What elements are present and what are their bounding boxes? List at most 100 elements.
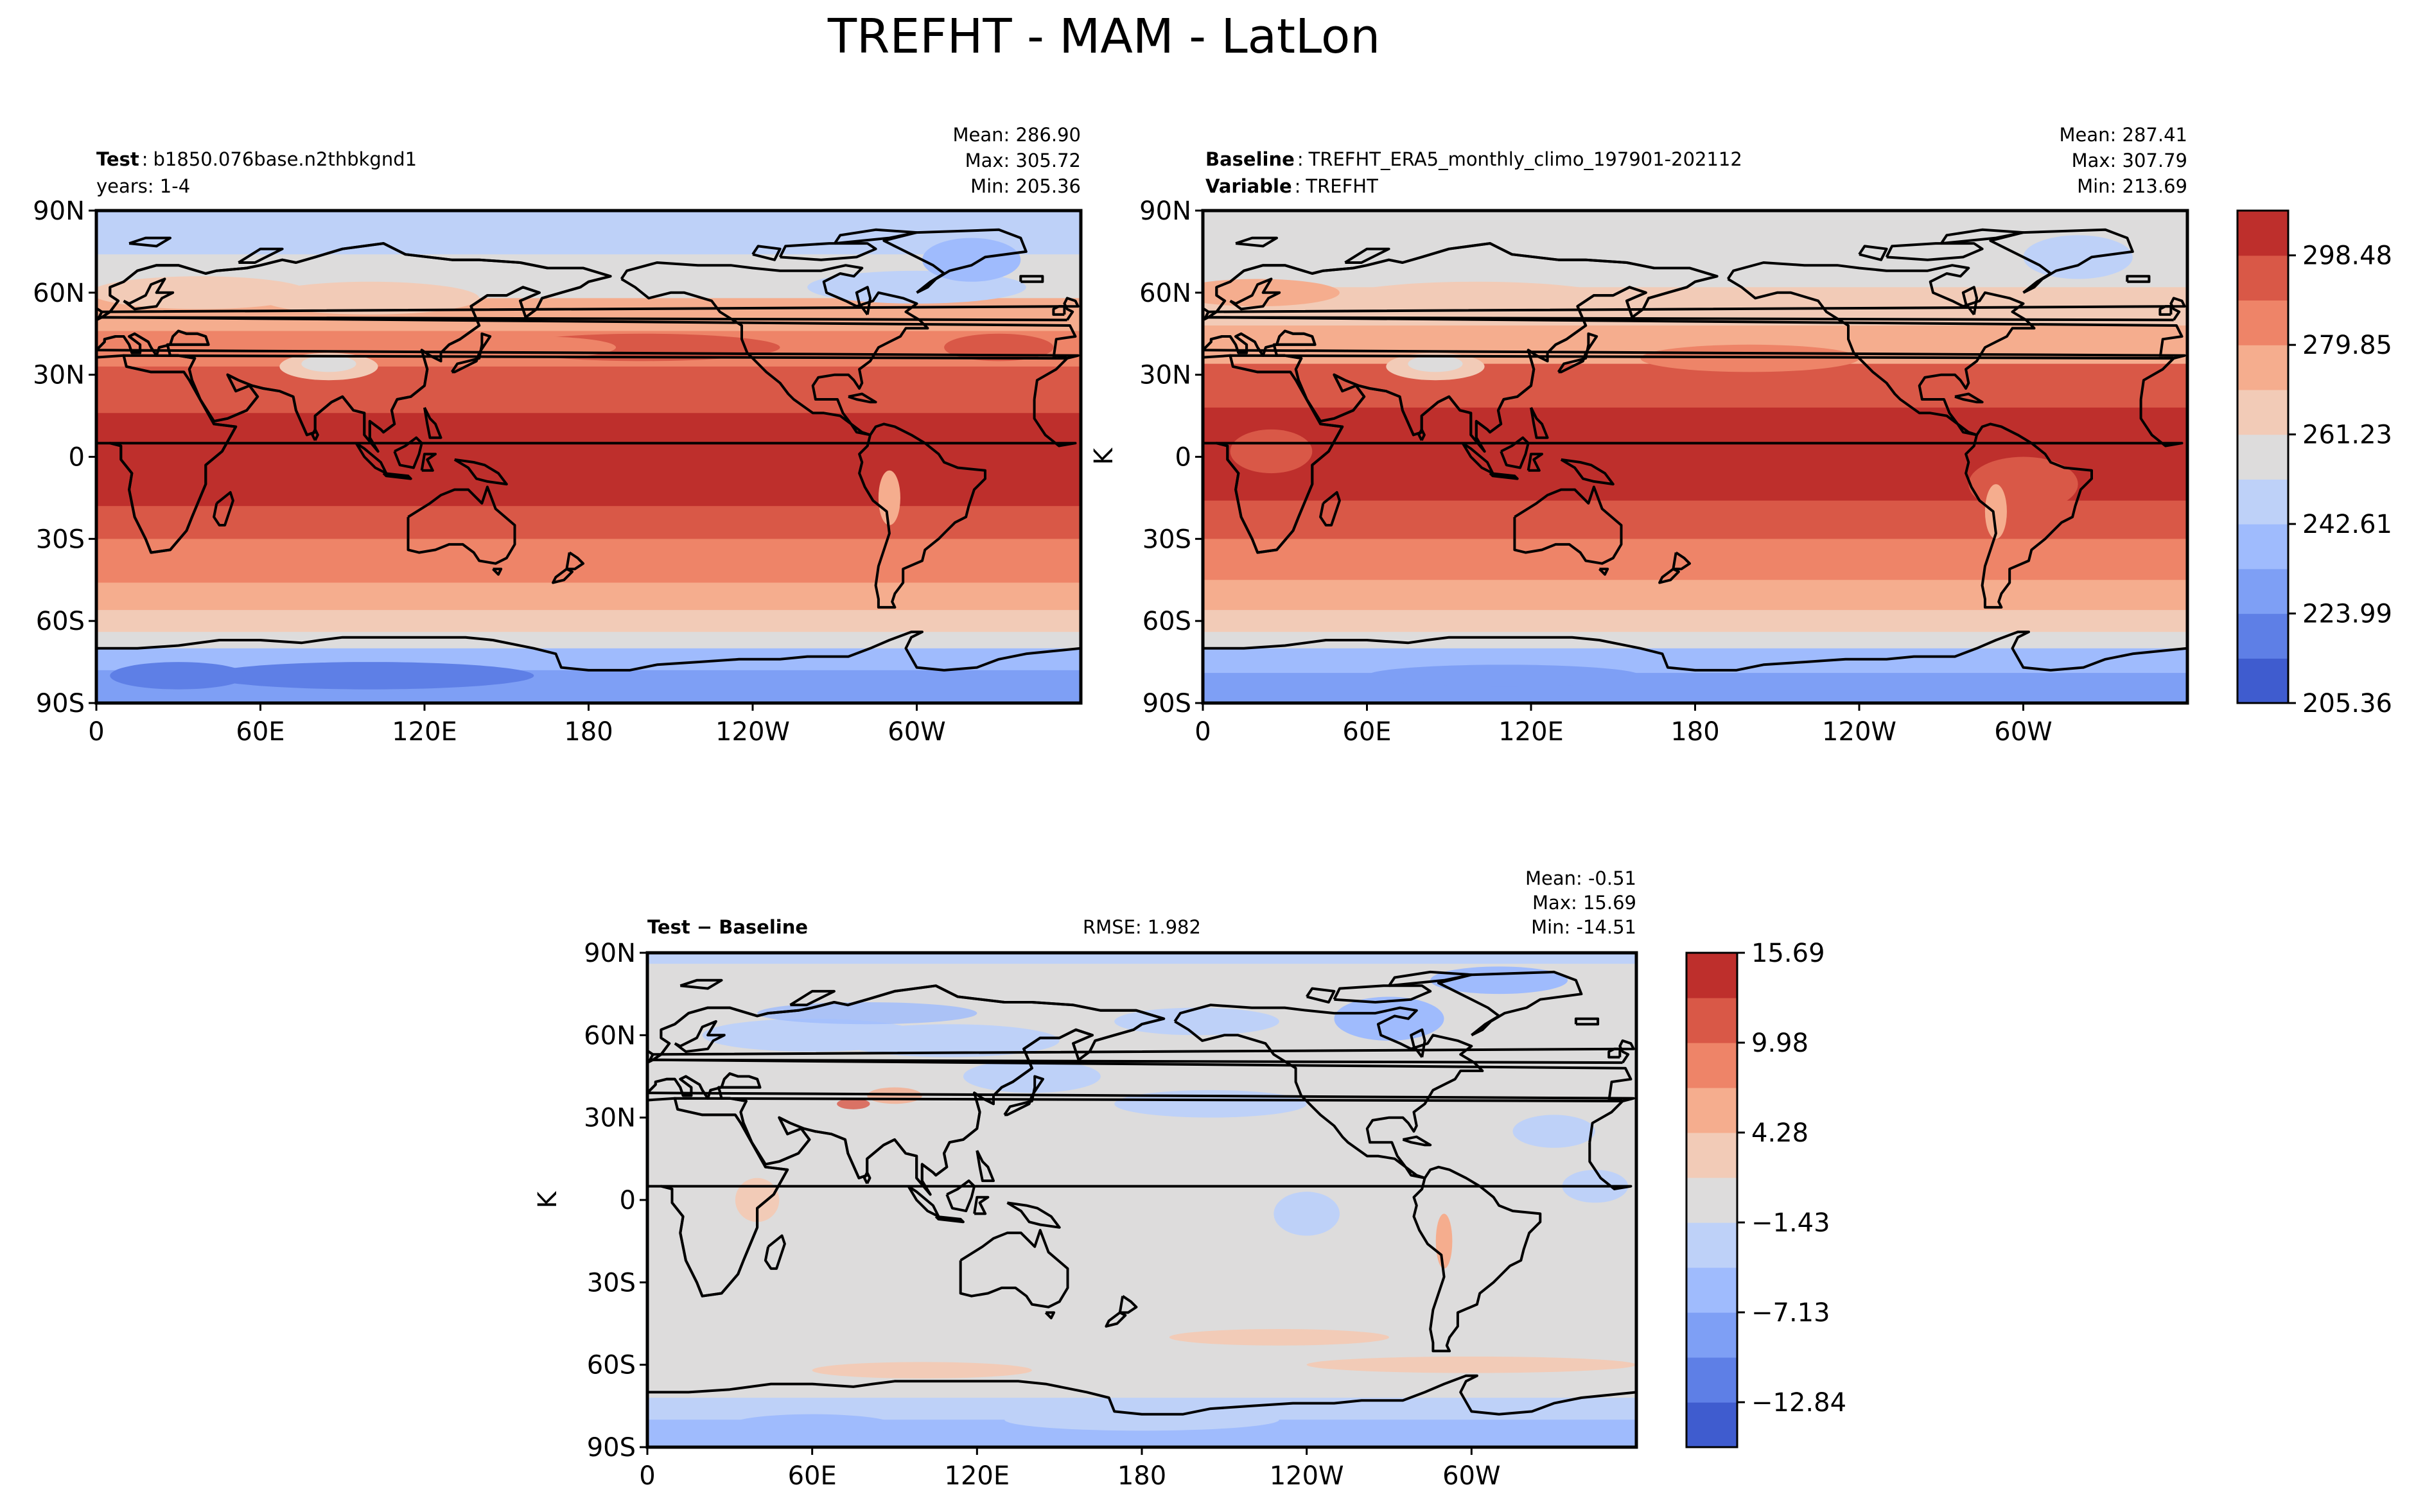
lon-tick-label: 0 [88, 717, 104, 747]
lon-tick-label: 120E [945, 1461, 1010, 1491]
colorbar-segment [2237, 345, 2288, 390]
coastline [123, 277, 175, 311]
field-patch [1114, 1007, 1279, 1036]
coastline [213, 491, 234, 526]
colorbar-frame [2236, 209, 2289, 704]
field-patch [812, 1362, 1032, 1379]
lat-tick-label: 60N [1139, 279, 1191, 308]
colorbar-segment [2237, 211, 2288, 256]
coastline [973, 1195, 990, 1215]
coastline [1965, 422, 2093, 609]
diff-header: Test − Baseline RMSE: 1.982 Mean: -0.51 … [647, 867, 1636, 938]
lon-tick-label: 120E [392, 717, 457, 747]
coastline [620, 261, 929, 437]
coastline [420, 453, 437, 472]
colorbar-segment [2237, 479, 2288, 525]
coastline [96, 354, 238, 554]
baseline-y-units-label: K [1089, 447, 1119, 465]
colorbar-segment [2237, 524, 2288, 569]
lon-tick-label: 60E [1342, 717, 1391, 747]
coastline [1940, 228, 2025, 245]
coastline [945, 1179, 976, 1213]
lon-tick-label: 120W [1822, 717, 1896, 747]
lat-tick-label: 90N [1139, 196, 1191, 226]
coastline [647, 984, 1166, 1196]
colorbar-segment [1686, 1312, 1737, 1358]
temperature-band [96, 413, 1081, 507]
colorbar-tick-label: 242.61 [2302, 510, 2392, 539]
lat-tick-label: 30N [1139, 361, 1191, 390]
diff-y-units-label: K [533, 1190, 563, 1208]
coastline [1203, 354, 1344, 554]
coastline [393, 436, 423, 469]
coastline [862, 1171, 871, 1185]
coastline [565, 551, 584, 571]
coastline [492, 568, 503, 576]
coastline [1961, 286, 1979, 316]
coastline [1173, 1004, 1484, 1179]
colorbar-segment [1686, 1043, 1737, 1088]
colorbar-frame [1685, 952, 1738, 1448]
lon-tick-label: 0 [1195, 717, 1211, 747]
coastline [1052, 305, 1066, 316]
field-patch [839, 1024, 1060, 1057]
coastline [1607, 1047, 1622, 1059]
panel-difference: Test − Baseline RMSE: 1.982 Mean: -0.51 … [533, 867, 1638, 1491]
lat-tick-label: 90N [584, 939, 636, 968]
lat-tick-label: 30S [1142, 525, 1191, 554]
coastline [647, 1049, 654, 1062]
colorbar-difference: 15.69 9.98 4.28 −1.43 −7.13 −12.84 [1685, 939, 1846, 1448]
field-patch [878, 470, 900, 526]
coastline [1598, 568, 1609, 576]
colorbar-tick-label: 223.99 [2302, 600, 2392, 629]
coastline [453, 458, 508, 486]
colorbar-segment [2237, 300, 2288, 345]
diff-map-field [647, 953, 1636, 1447]
colorbar-tick-label: 205.36 [2302, 689, 2392, 718]
coastline [2126, 275, 2151, 283]
field-patch [1004, 1409, 1279, 1431]
coastline [2158, 305, 2173, 316]
coastline [855, 286, 872, 316]
test-years: years: 1-4 [96, 175, 190, 197]
field-patch [110, 662, 247, 690]
lat-tick-label: 90N [33, 196, 85, 226]
temperature-band [1203, 363, 2187, 408]
coastline [976, 1150, 995, 1183]
lon-tick-label: 60E [236, 717, 284, 747]
baseline-variable-line: Variable: TREFHT [1205, 175, 1378, 197]
coastline [1574, 1017, 1600, 1026]
coastline [423, 406, 442, 439]
baseline-variable-name: TREFHT [1305, 175, 1378, 197]
temperature-band [647, 953, 1636, 965]
colorbar-tick-label: −1.43 [1751, 1208, 1830, 1238]
coastline [407, 485, 516, 565]
temperature-band [96, 539, 1081, 584]
temperature-band [96, 582, 1081, 611]
coastline [96, 242, 612, 453]
coastline [1954, 392, 1984, 404]
coastline [96, 630, 1081, 672]
field-patch [735, 1177, 780, 1222]
field-patch [1512, 1115, 1595, 1148]
coastline [311, 428, 319, 441]
coastline [934, 1215, 965, 1224]
coastline [959, 1229, 1069, 1308]
coastline [679, 978, 723, 990]
colorbar-segment [2237, 255, 2288, 301]
lon-tick-label: 120W [1270, 1461, 1344, 1491]
colorbar-segment [2237, 434, 2288, 480]
test-min: Min: 205.36 [970, 175, 1081, 197]
coastline [1417, 428, 1426, 441]
temperature-band [1203, 610, 2187, 633]
coastline [1557, 332, 1598, 374]
coastline [751, 245, 782, 261]
coastline [674, 1020, 726, 1053]
coastline [1858, 245, 1888, 261]
coastline [1319, 491, 1341, 526]
coastline [1306, 987, 1336, 1004]
coastline [1412, 1165, 1542, 1353]
